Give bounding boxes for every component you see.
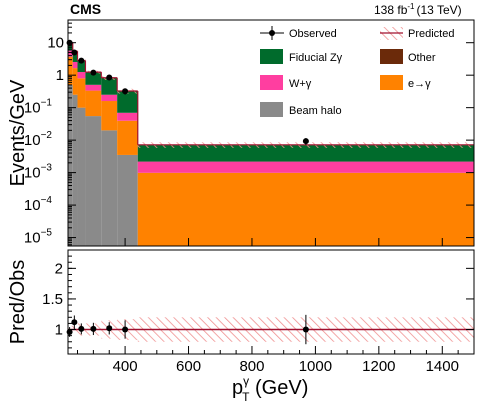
legend: Observed Predicted Fiducial Zγ Other W+γ…	[260, 26, 454, 117]
bar-wgamma-bin-3	[85, 85, 101, 91]
legend-item-fiducial: Fiducial Zγ	[260, 49, 343, 64]
bar-egamma-bin-1	[73, 68, 78, 95]
observed-point-1	[71, 49, 77, 55]
x-tick-label-3: 1000	[299, 358, 332, 375]
bar-egamma-bin-0	[68, 57, 73, 85]
legend-predicted-label: Predicted	[408, 28, 454, 40]
bar-egamma-bin-5	[117, 121, 138, 155]
bar-wgamma-bin-5	[117, 113, 138, 121]
bar-halo-bin-3	[85, 116, 101, 246]
bar-halo-bin-4	[101, 130, 117, 246]
bar-halo-bin-2	[78, 108, 86, 246]
x-tick-label-1: 600	[176, 358, 201, 375]
bar-wgamma-bin-2	[78, 72, 86, 78]
legend-item-halo: Beam halo	[260, 102, 342, 117]
ratio-point-5	[122, 327, 128, 333]
bottom-y-axis-title: Pred/Obs	[7, 260, 29, 344]
bar-fiducial-bin-5	[117, 91, 138, 113]
bar-halo-bin-1	[73, 95, 78, 246]
bottom-y-tick-label-2: 2	[55, 260, 63, 277]
x-axis: 400 600 800 1000 1200 1400	[78, 346, 459, 375]
x-tick-label-2: 800	[239, 358, 264, 375]
legend-wgamma-label: W+γ	[289, 78, 312, 90]
ratio-point-2	[78, 326, 84, 332]
bar-egamma-bin-3	[85, 91, 101, 116]
x-tick-label-0: 400	[113, 358, 138, 375]
x-tick-label-5: 1400	[426, 358, 459, 375]
observed-point-5	[122, 88, 128, 94]
bar-fiducial-bin-4	[101, 78, 117, 95]
legend-item-egamma: e→γ	[380, 75, 431, 90]
legend-other-label: Other	[408, 52, 436, 64]
observed-point-6	[303, 138, 309, 144]
legend-item-predicted: Predicted	[380, 27, 454, 40]
top-y-tick-label-6: 10−5	[24, 228, 53, 247]
ratio-point-6	[303, 327, 309, 333]
bar-egamma-bin-2	[78, 78, 86, 107]
observed-point-2	[78, 58, 84, 64]
observed-point-3	[90, 70, 96, 76]
legend-item-wgamma: W+γ	[260, 75, 312, 90]
bottom-y-tick-label-1: 1.5	[42, 291, 63, 308]
ratio-point-1	[71, 319, 77, 325]
legend-fiducial-label: Fiducial Zγ	[289, 52, 343, 64]
bar-egamma-bin-4	[101, 101, 117, 130]
bar-wgamma-bin-1	[73, 62, 78, 68]
observed-point-4	[106, 74, 112, 80]
bar-egamma-bin-6	[138, 173, 474, 246]
legend-observed-label: Observed	[289, 28, 337, 40]
bottom-y-tick-label-0: 1	[55, 322, 63, 339]
ratio-point-4	[106, 325, 112, 331]
ratio-point-3	[90, 326, 96, 332]
legend-halo-label: Beam halo	[289, 105, 342, 117]
bar-halo-bin-5	[117, 155, 138, 246]
legend-item-other: Other	[380, 49, 436, 64]
top-y-tick-label-5: 10−4	[24, 195, 53, 214]
lumi-label: 138 fb-1(13 TeV)	[374, 2, 462, 17]
experiment-label: CMS	[70, 1, 101, 17]
top-y-axis-title: Events/GeV	[7, 79, 29, 186]
bar-wgamma-bin-4	[101, 95, 117, 101]
legend-egamma-label: e→γ	[408, 78, 431, 90]
top-y-tick-label-1: 1	[56, 67, 64, 84]
legend-item-observed: Observed	[260, 26, 337, 40]
bar-wgamma-bin-6	[138, 162, 474, 173]
top-y-tick-label-0: 10	[47, 35, 64, 52]
x-tick-label-4: 1200	[362, 358, 395, 375]
